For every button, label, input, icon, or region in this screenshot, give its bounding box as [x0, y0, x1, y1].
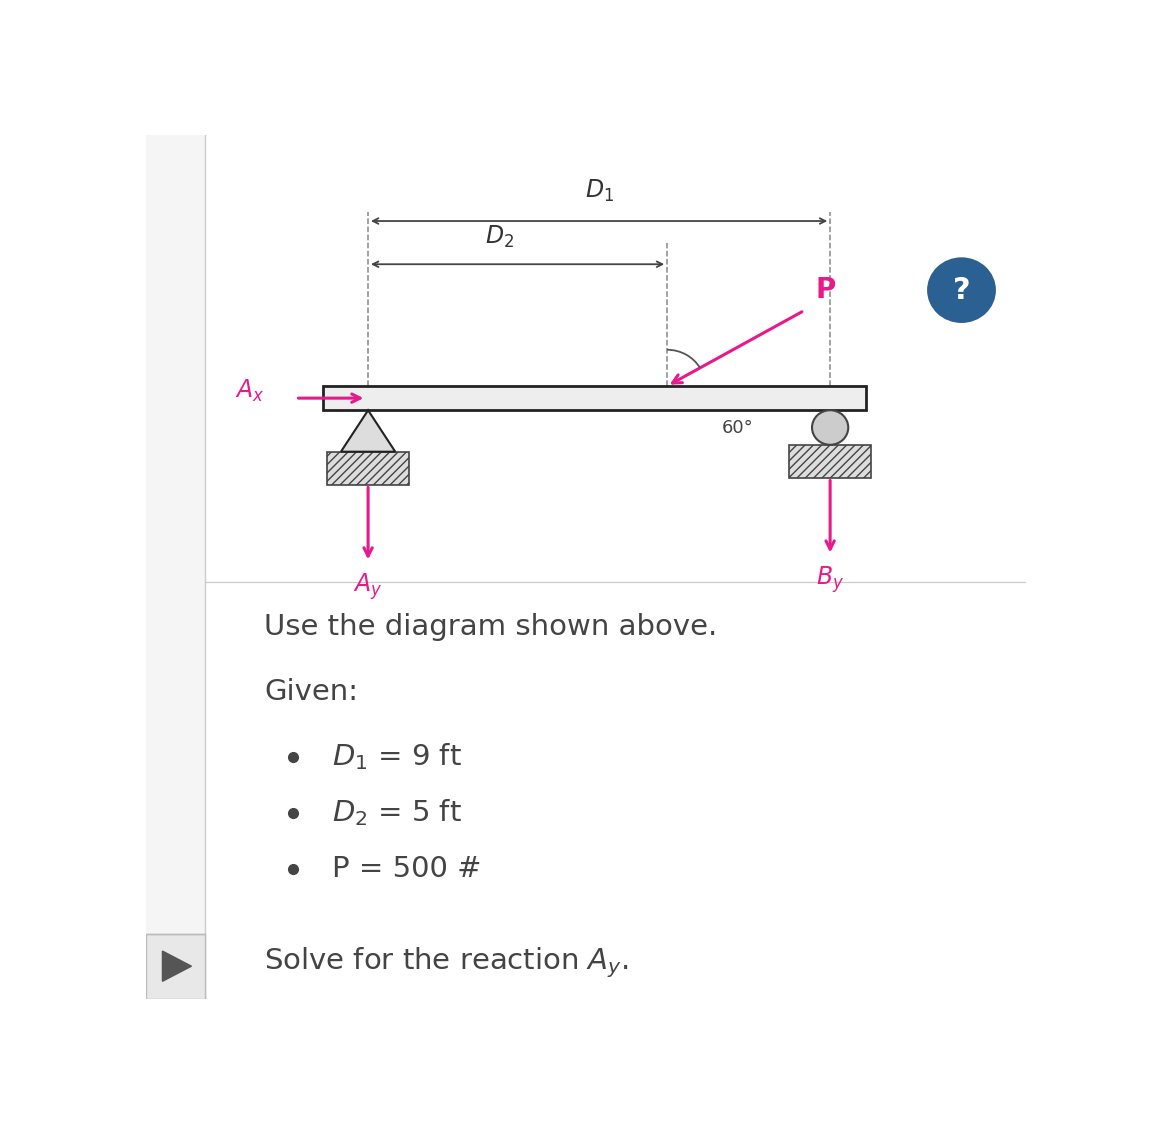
FancyBboxPatch shape: [323, 386, 866, 411]
Text: $A_x$: $A_x$: [235, 378, 264, 404]
Circle shape: [812, 411, 849, 444]
Text: $D_1$ = 9 ft: $D_1$ = 9 ft: [332, 742, 462, 772]
Text: $A_y$: $A_y$: [353, 571, 382, 601]
Text: Given:: Given:: [264, 678, 358, 706]
Circle shape: [927, 257, 996, 323]
Bar: [789, 444, 871, 478]
Bar: [327, 452, 409, 485]
Text: Solve for the reaction $A_y$.: Solve for the reaction $A_y$.: [264, 945, 629, 980]
Text: $D_2$: $D_2$: [485, 223, 514, 249]
Text: P = 500 #: P = 500 #: [332, 855, 482, 883]
Text: 60°: 60°: [721, 420, 753, 438]
Text: $D_2$ = 5 ft: $D_2$ = 5 ft: [332, 798, 462, 828]
Text: $D_1$: $D_1$: [584, 177, 614, 204]
Polygon shape: [341, 411, 395, 452]
Text: ?: ?: [953, 276, 970, 305]
Bar: [146, 135, 205, 999]
Text: Use the diagram shown above.: Use the diagram shown above.: [264, 613, 717, 641]
Bar: [146, 934, 205, 999]
Text: $B_y$: $B_y$: [816, 564, 844, 595]
Text: $\mathbf{P}$: $\mathbf{P}$: [815, 276, 836, 304]
Polygon shape: [162, 951, 192, 982]
